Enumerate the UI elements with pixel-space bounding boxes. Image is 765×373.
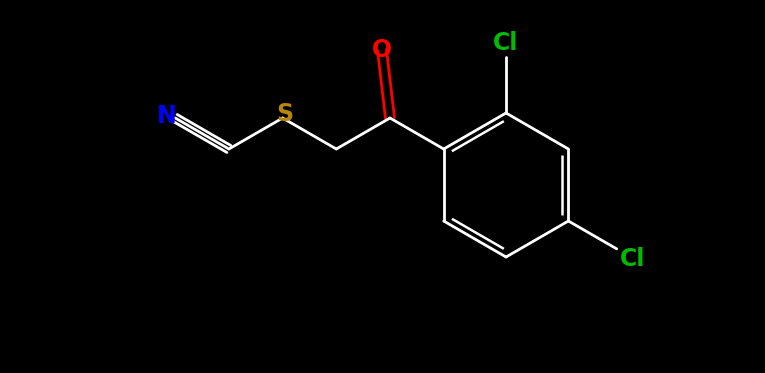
Text: N: N — [158, 104, 177, 128]
Text: Cl: Cl — [620, 247, 646, 271]
Text: S: S — [276, 102, 293, 126]
Text: O: O — [372, 38, 392, 62]
Text: Cl: Cl — [493, 31, 519, 55]
